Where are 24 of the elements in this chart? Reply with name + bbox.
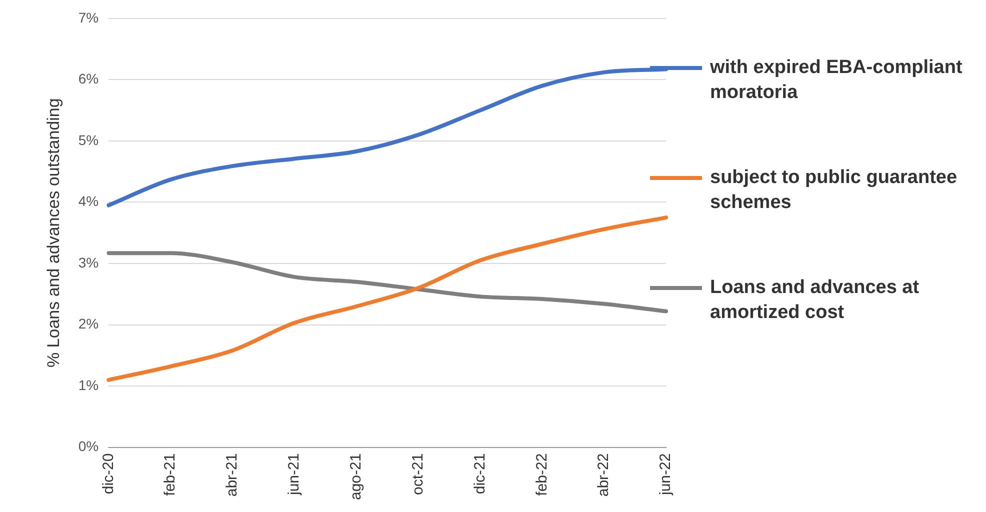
x-tick-label: ago-21 bbox=[347, 453, 364, 500]
x-tick-label: abr-21 bbox=[224, 453, 241, 497]
y-tick-label: 3% bbox=[78, 254, 99, 270]
line-series bbox=[106, 251, 668, 314]
y-tick-label: 1% bbox=[78, 376, 99, 393]
y-tick-label: 6% bbox=[78, 70, 99, 87]
x-tick-label: abr-22 bbox=[595, 453, 612, 497]
x-tick-label: jun-21 bbox=[286, 453, 303, 496]
y-axis-title: % Loans and advances outstanding bbox=[44, 98, 63, 368]
y-tick-label: 5% bbox=[78, 132, 99, 148]
y-tick-label: 2% bbox=[78, 316, 99, 332]
y-tick-label: 0% bbox=[78, 438, 99, 454]
x-tick-label: dic-21 bbox=[471, 453, 488, 494]
line-series bbox=[106, 216, 668, 382]
x-tick-label: jun-22 bbox=[657, 453, 674, 496]
legend-label: with expired EBA-compliant moratoria bbox=[710, 56, 964, 105]
y-tick-label: 7% bbox=[78, 9, 99, 26]
legend-label: subject to public guarantee schemes bbox=[710, 166, 958, 215]
legend-label: Loans and advances at amortized cost bbox=[710, 276, 920, 325]
x-tick-label: oct-21 bbox=[409, 453, 426, 495]
x-tick-label: dic-20 bbox=[100, 453, 117, 494]
y-tick-label: 4% bbox=[78, 193, 99, 210]
x-tick-label: feb-22 bbox=[533, 453, 550, 496]
x-tick-label: feb-21 bbox=[162, 453, 179, 496]
